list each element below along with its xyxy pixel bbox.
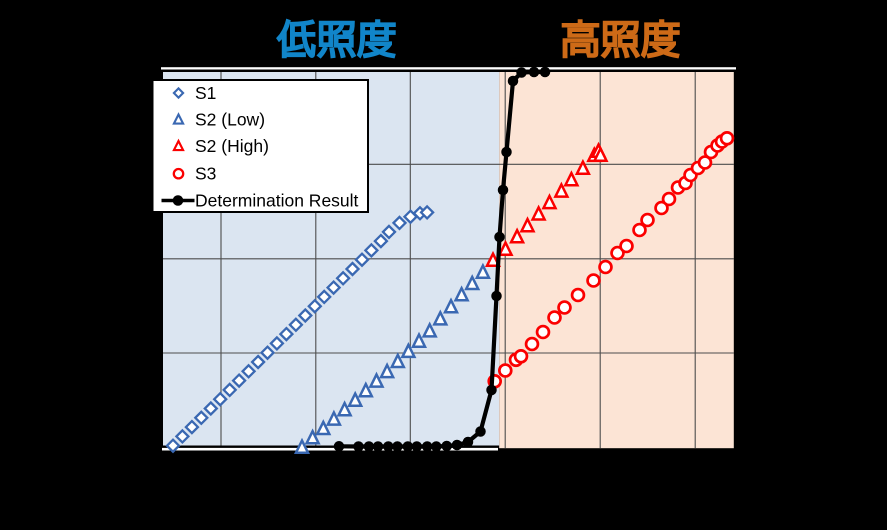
svg-text:S2 (High): S2 (High) [195,136,269,156]
svg-text:S2 (Low): S2 (Low) [195,110,265,130]
svg-text:Determination Result: Determination Result [195,191,359,211]
svg-text:S1: S1 [195,83,216,103]
svg-text:S3: S3 [195,164,216,184]
